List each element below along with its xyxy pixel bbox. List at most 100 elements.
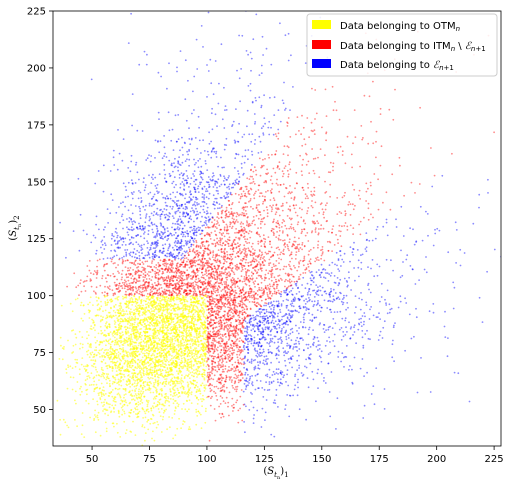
scatter-point-e xyxy=(292,346,295,348)
scatter-point-e xyxy=(120,202,122,205)
scatter-point-itm xyxy=(232,241,235,244)
scatter-point-e xyxy=(135,227,138,229)
scatter-point-e xyxy=(351,381,354,384)
scatter-point-itm xyxy=(209,313,212,315)
scatter-point-e xyxy=(256,373,259,376)
scatter-point-e xyxy=(342,301,345,304)
scatter-point-e xyxy=(184,197,186,200)
scatter-point-e xyxy=(203,194,206,196)
scatter-point-e xyxy=(180,246,182,248)
scatter-point-e xyxy=(365,301,368,304)
scatter-point-e xyxy=(145,159,148,161)
scatter-point-e xyxy=(147,229,150,232)
scatter-point-itm xyxy=(231,217,234,220)
scatter-point-e xyxy=(309,271,312,274)
scatter-point-e xyxy=(444,336,447,338)
scatter-point-e xyxy=(367,282,370,285)
scatter-point-itm xyxy=(194,273,197,276)
scatter-point-e xyxy=(268,133,271,136)
scatter-point-itm xyxy=(176,282,179,284)
scatter-point-e xyxy=(199,173,202,176)
scatter-point-e xyxy=(375,228,378,231)
scatter-point-itm xyxy=(268,258,271,261)
scatter-point-itm xyxy=(195,283,198,286)
scatter-point-itm xyxy=(339,235,342,237)
scatter-point-e xyxy=(382,326,385,329)
scatter-point-e xyxy=(243,357,246,360)
scatter-point-itm xyxy=(214,346,216,349)
scatter-point-e xyxy=(199,211,202,214)
scatter-point-e xyxy=(223,166,225,169)
scatter-point-e xyxy=(272,322,275,325)
scatter-point-e xyxy=(162,247,165,250)
scatter-point-itm xyxy=(216,237,219,240)
scatter-point-itm xyxy=(290,227,293,230)
scatter-point-itm xyxy=(111,289,114,292)
scatter-point-itm xyxy=(211,339,214,342)
scatter-point-e xyxy=(250,140,253,143)
scatter-point-e xyxy=(179,218,182,221)
scatter-point-itm xyxy=(349,214,352,216)
scatter-point-itm xyxy=(215,395,218,397)
scatter-point-e xyxy=(159,214,162,216)
scatter-point-e xyxy=(173,186,176,189)
scatter-point-itm xyxy=(320,228,322,230)
scatter-point-e xyxy=(316,303,319,305)
scatter-point-itm xyxy=(210,355,213,358)
scatter-point-itm xyxy=(248,294,250,297)
scatter-point-itm xyxy=(209,390,212,393)
scatter-point-e xyxy=(250,69,252,72)
scatter-point-e xyxy=(206,96,208,98)
scatter-point-e xyxy=(269,345,271,347)
scatter-point-itm xyxy=(313,133,316,136)
scatter-point-itm xyxy=(209,387,212,390)
scatter-point-e xyxy=(184,240,187,242)
scatter-point-itm xyxy=(273,282,275,284)
scatter-point-itm xyxy=(247,261,250,264)
scatter-point-itm xyxy=(263,256,265,258)
scatter-point-itm xyxy=(265,269,268,272)
scatter-point-itm xyxy=(86,275,89,278)
scatter-point-itm xyxy=(332,162,335,165)
scatter-point-e xyxy=(165,181,168,183)
scatter-point-itm xyxy=(241,306,244,308)
scatter-point-e xyxy=(275,352,278,355)
scatter-point-e xyxy=(155,224,158,227)
scatter-point-e xyxy=(199,227,202,229)
scatter-point-itm xyxy=(285,187,288,190)
scatter-point-e xyxy=(285,291,287,294)
scatter-point-e xyxy=(192,90,194,93)
scatter-point-e xyxy=(148,249,151,251)
scatter-point-itm xyxy=(196,284,199,287)
scatter-point-e xyxy=(331,327,334,329)
scatter-point-e xyxy=(419,205,422,208)
scatter-point-e xyxy=(304,287,307,290)
scatter-point-e xyxy=(330,311,333,313)
scatter-point-itm xyxy=(257,189,260,191)
scatter-point-e xyxy=(278,326,281,329)
scatter-point-e xyxy=(250,57,253,60)
scatter-point-e xyxy=(337,350,340,353)
scatter-point-e xyxy=(148,225,151,227)
scatter-point-e xyxy=(271,352,273,355)
scatter-point-itm xyxy=(282,153,285,156)
scatter-point-e xyxy=(95,223,97,226)
scatter-point-itm xyxy=(267,272,270,275)
scatter-point-e xyxy=(324,344,327,347)
scatter-point-itm xyxy=(210,290,213,293)
scatter-point-e xyxy=(242,174,245,176)
scatter-point-e xyxy=(116,168,119,171)
scatter-point-itm xyxy=(236,376,239,379)
scatter-point-itm xyxy=(190,265,192,268)
scatter-point-e xyxy=(167,214,169,217)
scatter-point-itm xyxy=(204,257,206,260)
scatter-point-itm xyxy=(198,254,200,257)
scatter-point-itm xyxy=(243,311,246,313)
scatter-point-e xyxy=(236,69,238,72)
scatter-point-e xyxy=(434,232,437,235)
scatter-point-e xyxy=(257,328,260,331)
scatter-point-e xyxy=(211,150,213,152)
scatter-point-e xyxy=(247,85,250,87)
scatter-point-e xyxy=(169,174,172,177)
scatter-point-e xyxy=(220,156,222,159)
